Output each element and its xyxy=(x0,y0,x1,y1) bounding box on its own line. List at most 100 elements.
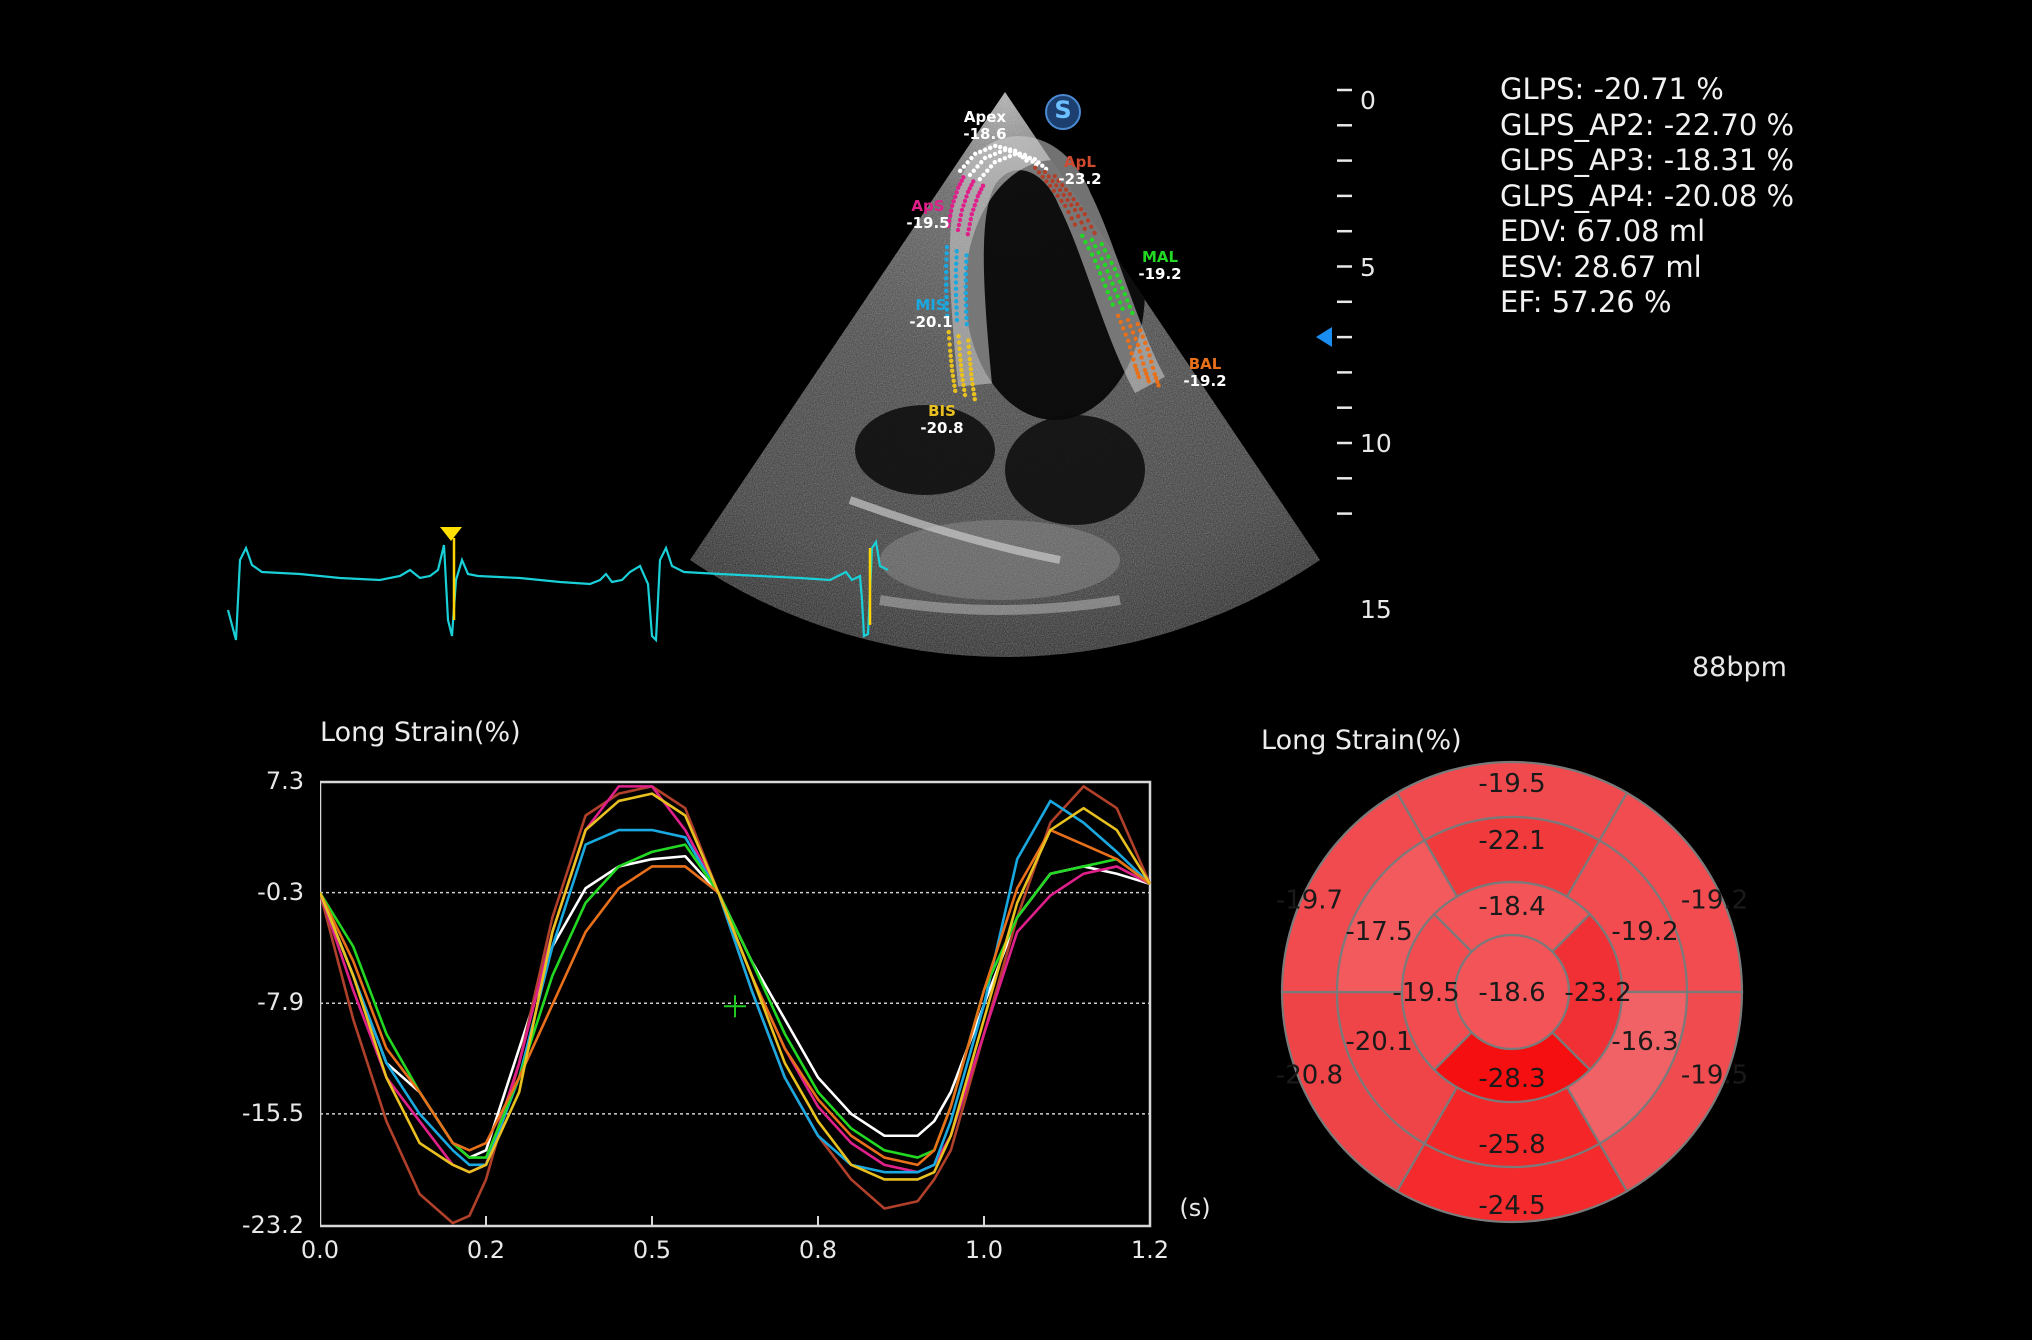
tracking-dot xyxy=(946,329,951,335)
tracking-dot xyxy=(969,182,974,188)
tracking-dot xyxy=(962,387,967,393)
tracking-dot xyxy=(1125,317,1131,323)
bullseye-label-apical: -23.2 xyxy=(1564,978,1631,1008)
x-tick-label: 0.8 xyxy=(798,1236,838,1264)
tracking-dot xyxy=(957,352,963,358)
tracking-dot xyxy=(1076,214,1081,219)
tracking-dot xyxy=(1093,258,1098,263)
tracking-dot xyxy=(968,217,973,222)
myocardium-tracking xyxy=(944,143,1161,402)
crosshair-icon[interactable] xyxy=(724,995,746,1018)
tracking-dot xyxy=(1099,256,1104,261)
tracking-dot xyxy=(997,149,1003,155)
tracking-dot xyxy=(944,257,949,262)
tracking-dot xyxy=(1122,292,1128,297)
tracking-dot xyxy=(1056,178,1061,183)
tracking-dot xyxy=(963,265,969,271)
tracking-dot xyxy=(1128,324,1133,329)
tracking-dot xyxy=(1105,269,1110,274)
stat-ef: EF: 57.26 % xyxy=(1500,285,1672,319)
ultrasound-sector xyxy=(690,92,1320,657)
tracking-dot xyxy=(951,378,956,383)
tracking-dot xyxy=(949,358,954,363)
tracking-dot xyxy=(948,348,953,353)
tracking-dot xyxy=(1110,302,1115,307)
tracking-dot xyxy=(1057,187,1063,193)
tracking-dot xyxy=(1152,372,1158,377)
depth-label-0: 0 xyxy=(1360,86,1376,115)
tracking-dot xyxy=(979,160,984,165)
tracking-dot xyxy=(944,269,949,275)
ecg-trace xyxy=(226,538,889,643)
tracking-dot xyxy=(1130,310,1135,316)
tracking-dot xyxy=(1107,275,1113,280)
tracking-dot xyxy=(954,299,959,304)
tracking-dot xyxy=(1149,359,1154,364)
tracking-dot xyxy=(1069,202,1074,208)
tracking-dot xyxy=(1052,174,1058,179)
bullseye-segment-apex[interactable] xyxy=(1453,933,1571,1051)
tracking-dot xyxy=(1117,300,1123,305)
tracking-dot xyxy=(953,280,959,285)
tracking-dot xyxy=(966,227,971,232)
tracking-dot xyxy=(1083,239,1088,245)
tracking-dot xyxy=(973,151,978,156)
tracking-dot xyxy=(1139,355,1144,360)
tracking-dot xyxy=(1055,193,1060,198)
tracking-dot xyxy=(1020,155,1025,160)
tracking-dot xyxy=(948,353,953,358)
bullseye-label-middle: -17.5 xyxy=(1345,917,1412,947)
tracking-dot xyxy=(998,144,1003,150)
tracking-dot xyxy=(988,145,993,150)
tracking-dot xyxy=(1153,375,1159,381)
tracking-dot xyxy=(1133,336,1138,341)
strain-series-3 xyxy=(320,799,1151,1174)
tracking-dot xyxy=(958,212,964,218)
tracking-dot xyxy=(1147,353,1152,358)
tracking-dot xyxy=(946,223,951,228)
tracking-dot xyxy=(959,178,964,183)
tracking-dot xyxy=(1044,179,1049,184)
tracking-dot xyxy=(956,340,962,345)
bullseye-label-middle: -20.1 xyxy=(1345,1027,1412,1057)
tracking-dot xyxy=(1063,203,1068,208)
stat-edv: EDV: 67.08 ml xyxy=(1500,214,1706,248)
x-tick-label: 1.0 xyxy=(964,1236,1004,1264)
tracking-dot xyxy=(954,305,959,310)
speckle-tracking-badge-icon[interactable] xyxy=(1045,94,1081,130)
tracking-dot xyxy=(951,199,956,204)
tracking-dot xyxy=(977,177,982,182)
tracking-dot xyxy=(1138,328,1143,333)
tracking-dot xyxy=(1127,304,1133,309)
tracking-dot xyxy=(1067,192,1073,197)
bullseye-label-apical: -28.3 xyxy=(1478,1064,1545,1094)
tracking-dot xyxy=(1003,146,1008,151)
tracking-dot xyxy=(1110,281,1115,286)
tracking-dot xyxy=(968,362,973,367)
bullseye-label-middle: -22.1 xyxy=(1478,826,1545,856)
tracking-dot xyxy=(953,274,959,279)
tracking-dot xyxy=(1141,361,1146,366)
bullseye-plot[interactable]: -19.5 -19.2 -19.5 -24.5 -20.8 -19.7 -22.1 -19.2… xyxy=(1272,752,1752,1232)
x-tick-label: 0.0 xyxy=(300,1236,340,1264)
bullseye-label-apical: -19.5 xyxy=(1392,978,1459,1008)
bullseye-label-outer: -19.5 xyxy=(1478,769,1545,799)
tracking-dot xyxy=(955,227,961,233)
tracking-dot xyxy=(997,158,1002,163)
tracking-dot xyxy=(971,387,976,392)
tracking-dot xyxy=(944,263,949,268)
tracking-dot xyxy=(954,317,960,323)
tracking-dot xyxy=(947,342,952,347)
tracking-dot xyxy=(1036,170,1042,175)
segment-label-apl: ApL -23.2 xyxy=(1058,153,1102,188)
tracking-dot xyxy=(1115,294,1120,299)
triangle-left-icon[interactable] xyxy=(1316,327,1332,347)
strain-chart[interactable] xyxy=(320,780,1320,1250)
tracking-dot xyxy=(950,203,955,208)
tracking-dot xyxy=(949,208,954,213)
tracking-dot xyxy=(944,288,949,293)
tracking-dot xyxy=(1072,207,1078,213)
triangle-down-icon[interactable] xyxy=(440,527,462,541)
tracking-dot xyxy=(975,164,980,169)
